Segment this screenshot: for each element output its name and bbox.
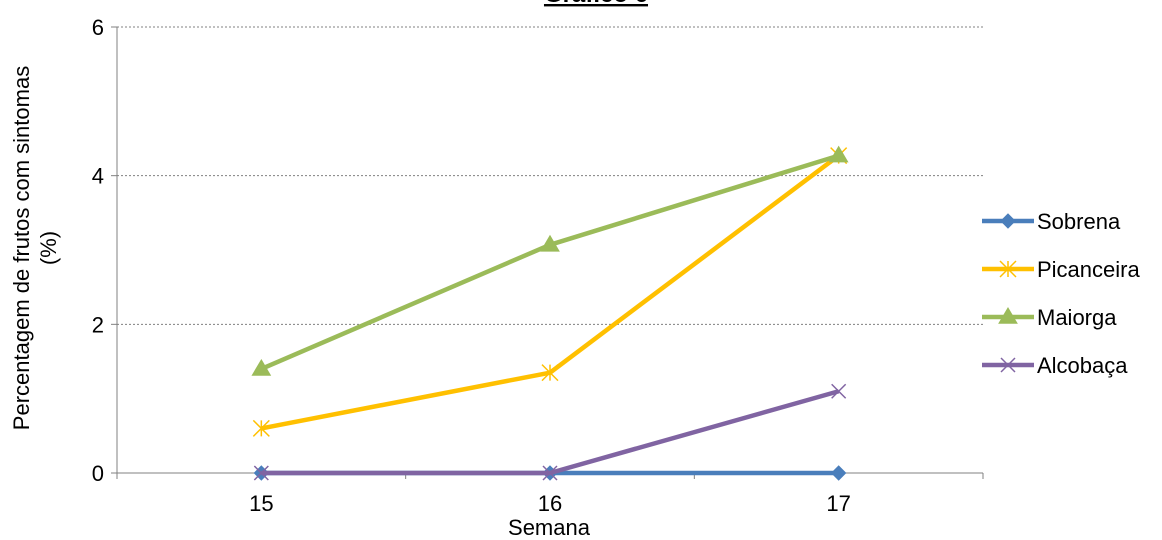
- series-group: [251, 145, 849, 481]
- series-line: [261, 389, 840, 476]
- y-axis-ticks: 0 2 4 6: [92, 15, 117, 486]
- data-point: [251, 358, 272, 376]
- legend-marker: [1000, 213, 1016, 229]
- series-3: [253, 383, 847, 481]
- series-line: [260, 153, 841, 431]
- x-tick-label: 15: [249, 491, 273, 516]
- x-tick-label: 17: [826, 491, 850, 516]
- chart-title: Gráfico 6: [544, 0, 648, 8]
- gridlines: [117, 26, 983, 325]
- y-axis-title-line-1: Percentagem de frutos com sintomas: [9, 66, 34, 430]
- y-tick-label: 2: [92, 312, 104, 337]
- legend-item: Alcobaça: [982, 353, 1128, 378]
- data-point: [830, 465, 847, 481]
- legend-item: Picanceira: [982, 257, 1140, 282]
- legend-label: Maiorga: [1037, 305, 1117, 330]
- legend-item: Maiorga: [982, 305, 1117, 330]
- data-point: [252, 419, 270, 437]
- legend-label: Sobrena: [1037, 209, 1121, 234]
- legend: Sobrena Picanceira Maiorga Alcobaça: [982, 209, 1140, 378]
- data-point: [541, 364, 559, 382]
- legend-marker: [1000, 357, 1016, 373]
- legend-marker: [999, 260, 1017, 278]
- series-1: [252, 147, 848, 437]
- data-point: [831, 383, 847, 399]
- data-point: [542, 465, 558, 481]
- x-axis-title: Semana: [508, 515, 591, 540]
- x-axis-ticks: 15 16 17: [116, 473, 984, 516]
- legend-item: Sobrena: [982, 209, 1121, 234]
- y-tick-label: 4: [92, 164, 104, 189]
- x-tick-label: 16: [538, 491, 562, 516]
- y-tick-label: 0: [92, 461, 104, 486]
- series-line: [260, 153, 840, 372]
- y-tick-label: 6: [92, 15, 104, 40]
- data-point: [253, 465, 269, 481]
- y-axis-title-line-2: (%): [36, 231, 61, 265]
- legend-label: Alcobaça: [1037, 353, 1128, 378]
- legend-label: Picanceira: [1037, 257, 1140, 282]
- data-point: [828, 145, 849, 163]
- series-2: [251, 145, 849, 376]
- data-point: [540, 234, 560, 252]
- legend-marker: [998, 307, 1018, 324]
